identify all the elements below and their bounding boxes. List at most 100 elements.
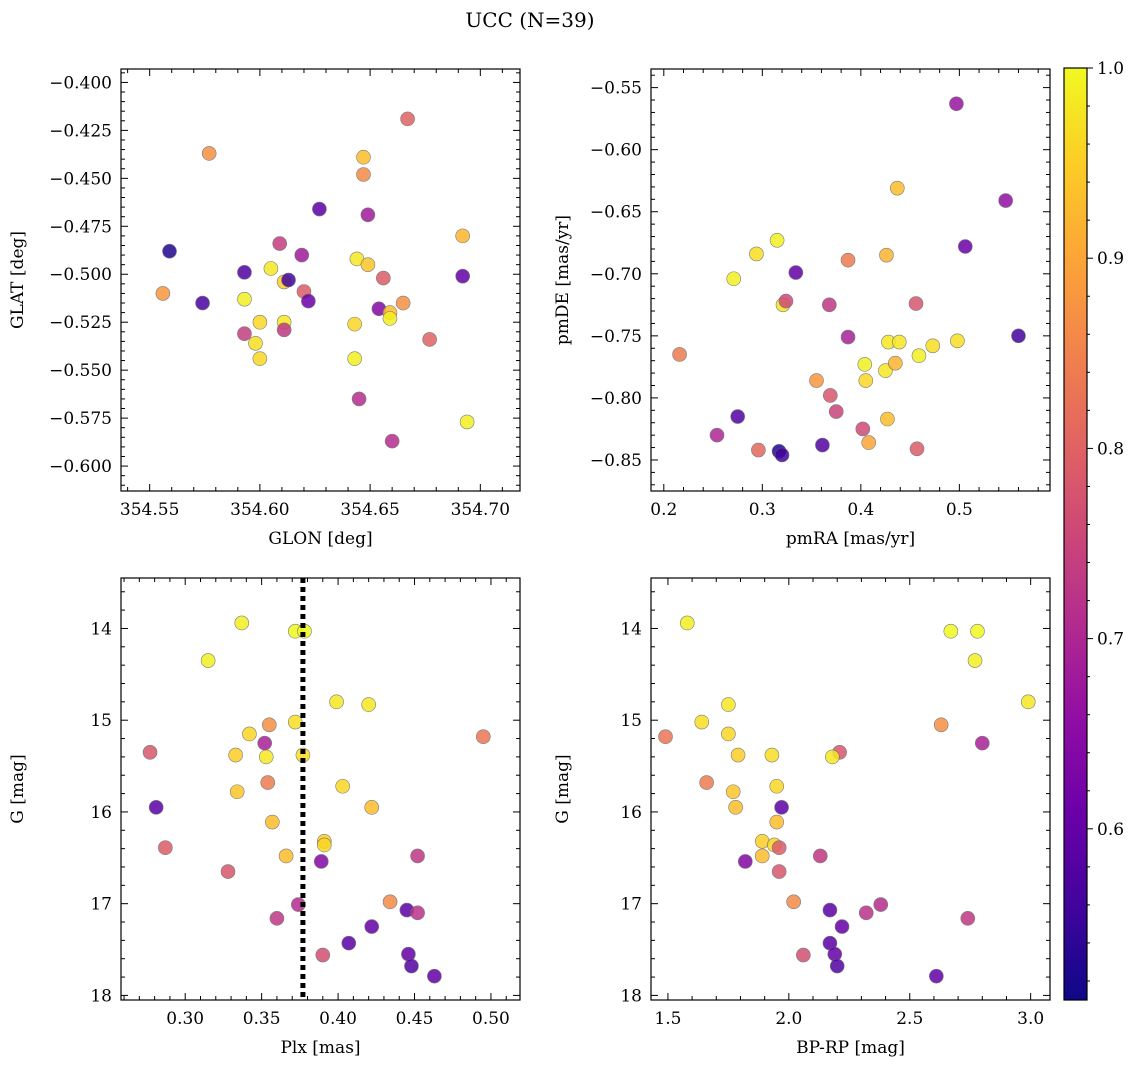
- data-point: [248, 335, 263, 351]
- data-point: [335, 778, 350, 794]
- data-point: [840, 252, 856, 268]
- data-point: [929, 968, 944, 984]
- scatter-panel-2: 0.2 0.3 0.4 0.5 −0.85 −0.80 −0.75 −0.70 −0.65 −0.…: [553, 68, 1051, 549]
- data-point: [943, 623, 959, 639]
- data-point: [823, 388, 838, 403]
- data-point: [242, 726, 257, 742]
- colorbar-tick-label: 0.6: [1097, 820, 1124, 840]
- scatter-panel-4: 1.5 2.0 2.5 3.0 14 15 16 17 18 BP-RP [mag] G [mag]: [553, 577, 1051, 1058]
- data-point: [287, 714, 303, 730]
- data-point: [957, 239, 973, 254]
- data-point: [400, 111, 415, 127]
- y-axis-label: GLAT [deg]: [8, 231, 28, 329]
- x-tick-label: 0.5: [946, 500, 973, 520]
- data-point: [364, 919, 380, 934]
- data-point: [858, 373, 874, 388]
- data-point: [1020, 694, 1036, 710]
- data-point: [967, 653, 983, 668]
- x-tick-label: 0.30: [166, 1009, 204, 1029]
- y-tick-label: 18: [620, 986, 642, 1006]
- y-tick-label: −0.400: [49, 73, 112, 93]
- x-tick-label: 2.0: [775, 1009, 802, 1029]
- y-tick-label: −0.450: [49, 169, 112, 189]
- data-point: [315, 947, 331, 963]
- data-point: [351, 391, 367, 407]
- data-point: [220, 864, 236, 879]
- data-point: [258, 749, 274, 765]
- data-point: [361, 697, 376, 712]
- y-tick-label: 16: [620, 803, 642, 823]
- data-point: [960, 911, 976, 926]
- data-point: [234, 615, 250, 631]
- data-point: [769, 814, 785, 830]
- colorbar-tick-label: 0.8: [1097, 439, 1124, 459]
- data-point: [410, 905, 425, 921]
- data-point: [410, 848, 425, 864]
- data-point: [679, 615, 695, 631]
- x-tick-label: 2.5: [896, 1009, 923, 1029]
- y-axis-label: pmDE [mas/yr]: [553, 215, 573, 345]
- data-point: [257, 735, 273, 751]
- data-point: [158, 840, 173, 856]
- data-point: [749, 246, 764, 262]
- data-point: [933, 717, 949, 733]
- data-point: [195, 295, 210, 311]
- scatter-panel-3: 0.30 0.35 0.40 0.45 0.50 14 15 16 17 18 Plx [mas] G…: [8, 577, 521, 1058]
- data-point: [260, 775, 276, 790]
- data-point: [694, 714, 710, 730]
- data-point: [427, 968, 442, 984]
- y-tick-label: 17: [90, 895, 112, 915]
- data-point: [857, 357, 873, 372]
- data-point: [455, 228, 470, 244]
- data-point: [970, 623, 985, 639]
- data-point: [822, 297, 837, 313]
- data-point: [891, 334, 907, 350]
- data-point: [949, 96, 964, 112]
- x-axis-label: pmRA [mas/yr]: [786, 529, 915, 549]
- y-tick-label: −0.70: [590, 265, 642, 285]
- y-axis-label: G [mag]: [553, 754, 573, 823]
- data-point: [829, 958, 845, 974]
- y-tick-label: −0.575: [49, 409, 112, 429]
- y-tick-label: 14: [90, 619, 112, 639]
- data-point: [1011, 328, 1026, 344]
- data-point: [950, 333, 965, 349]
- data-point: [840, 329, 856, 345]
- y-tick-label: −0.75: [590, 327, 642, 347]
- data-point: [294, 247, 310, 263]
- data-point: [925, 338, 941, 354]
- figure-title: UCC (N=39): [465, 8, 594, 32]
- data-point: [834, 919, 850, 934]
- data-point: [364, 800, 380, 815]
- data-point: [721, 726, 736, 742]
- data-point: [382, 311, 398, 326]
- x-tick-label: 0.40: [319, 1009, 357, 1029]
- data-point: [360, 257, 376, 272]
- data-point: [272, 236, 288, 251]
- data-point: [709, 427, 725, 443]
- data-point: [384, 433, 400, 449]
- data-point: [658, 729, 673, 745]
- x-axis-label: BP-RP [mag]: [796, 1038, 905, 1058]
- data-point: [455, 268, 470, 284]
- x-tick-label: 354.60: [230, 500, 289, 520]
- data-point: [360, 207, 376, 223]
- data-point: [228, 747, 243, 763]
- data-point: [281, 272, 296, 288]
- data-point: [873, 897, 889, 912]
- data-point: [301, 293, 316, 309]
- data-point: [699, 775, 714, 790]
- data-point: [738, 854, 753, 869]
- data-point: [725, 784, 741, 800]
- y-tick-label: 18: [90, 986, 112, 1006]
- data-point: [786, 894, 801, 910]
- x-tick-label: 0.2: [650, 500, 677, 520]
- data-point: [751, 442, 766, 458]
- data-point: [329, 694, 344, 710]
- y-tick-label: −0.425: [49, 121, 112, 141]
- data-point: [261, 717, 277, 733]
- y-tick-label: 14: [620, 619, 642, 639]
- colorbar-tick-label: 0.9: [1097, 249, 1124, 269]
- data-point: [769, 778, 785, 794]
